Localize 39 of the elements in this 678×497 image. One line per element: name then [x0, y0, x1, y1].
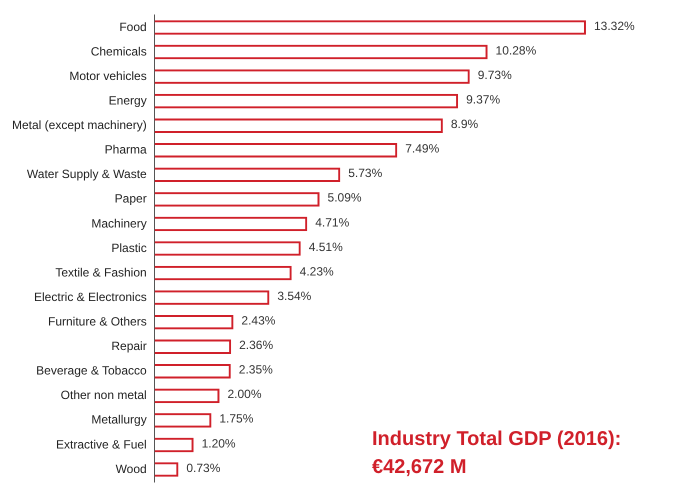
data-label: 5.73%	[348, 166, 383, 180]
y-tick-label: Extractive & Fuel	[56, 437, 147, 452]
data-label: 1.75%	[219, 412, 254, 426]
data-label: 9.37%	[466, 92, 500, 106]
y-tick-label: Pharma	[104, 142, 148, 157]
data-label: 7.49%	[405, 142, 440, 156]
y-tick-label: Other non metal	[60, 388, 147, 402]
y-tick-label: Energy	[108, 93, 147, 108]
data-label: 8.9%	[450, 117, 479, 132]
y-tick-label: Furniture & Others	[48, 314, 147, 328]
data-label: 2.00%	[227, 387, 262, 402]
y-tick-label: Paper	[114, 192, 147, 206]
y-tick-label: Food	[119, 20, 147, 34]
y-tick-label: Wood	[116, 462, 147, 476]
data-label: 9.73%	[478, 68, 512, 82]
data-label: 10.28%	[496, 43, 537, 58]
annotation: Industry Total GDP (2016): €42,672 M	[372, 427, 622, 480]
data-label: 1.20%	[202, 436, 236, 450]
data-label: 2.36%	[239, 338, 274, 352]
data-label: 4.71%	[315, 215, 350, 230]
data-label: 5.09%	[328, 190, 362, 205]
data-label: 3.54%	[277, 288, 312, 303]
data-label: 13.32%	[594, 18, 636, 33]
data-label: 2.43%	[241, 313, 276, 328]
data-label: 2.35%	[238, 362, 274, 377]
y-tick-label: Metallurgy	[91, 412, 147, 427]
y-tick-label: Chemicals	[90, 44, 147, 58]
y-tick-label: Repair	[111, 339, 147, 354]
y-tick-label: Metal (except machinery)	[12, 118, 147, 132]
y-tick-label: Electric & Electronics	[34, 290, 147, 304]
y-tick-label: Plastic	[111, 240, 147, 255]
y-tick-label: Motor vehicles	[69, 68, 147, 83]
data-label: 4.23%	[300, 264, 334, 278]
data-label: 0.73%	[186, 460, 221, 475]
data-label: 4.51%	[308, 240, 344, 254]
y-tick-label: Machinery	[91, 216, 147, 230]
y-tick-label: Water Supply & Waste	[26, 167, 148, 182]
y-tick-label: Beverage & Tobacco	[36, 364, 148, 378]
y-tick-label: Textile & Fashion	[55, 265, 147, 280]
